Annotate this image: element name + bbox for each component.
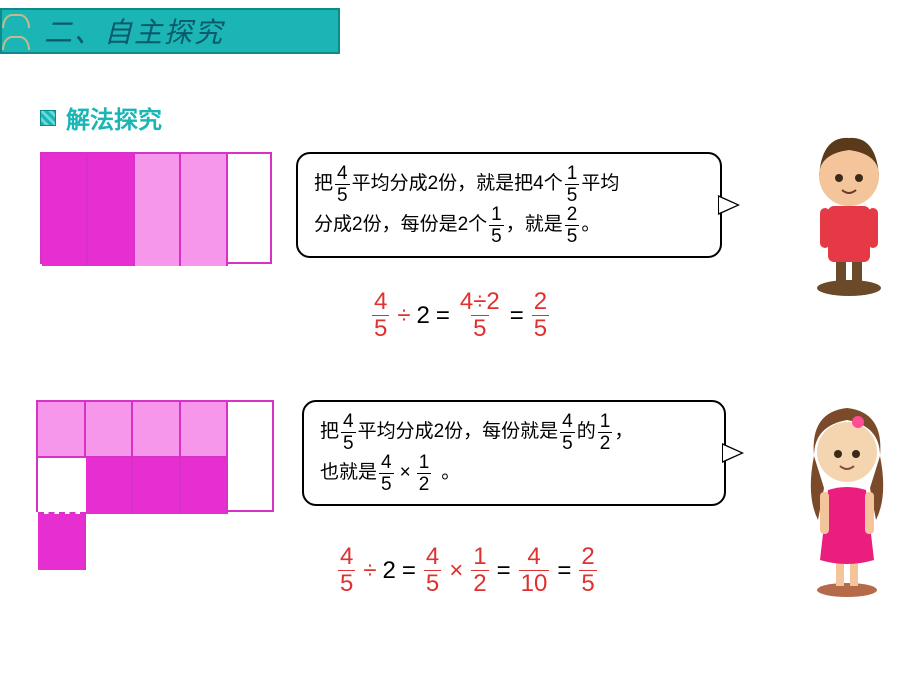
fraction: 45 (424, 545, 441, 596)
bubble1-line2: 分成2份，每份是2个 15 ，就是 25 。 (314, 205, 704, 246)
boy-character (794, 128, 904, 298)
equals: = (497, 557, 511, 585)
equals: = (402, 557, 416, 585)
diagram-cell (181, 458, 229, 514)
header-bar: 二、自主探究 (0, 8, 340, 54)
equals: = (510, 302, 524, 330)
diagram-cell (133, 402, 181, 458)
section-heading: 解法探究 (40, 100, 162, 135)
text: ，就是 (506, 208, 563, 242)
equals: = (557, 557, 571, 585)
fraction: 45 (560, 412, 575, 453)
diagram-cell (86, 402, 134, 458)
text: 平均 (581, 167, 619, 201)
fraction: 12 (598, 412, 613, 453)
diagram-cell (42, 266, 88, 378)
divide-sign: ÷ (397, 302, 410, 330)
text: 分成2份，每份是2个 (314, 208, 487, 242)
text: 平均分成2份，每份就是 (358, 415, 559, 449)
diagram-cell (38, 514, 86, 570)
fraction: 12 (417, 453, 432, 494)
fraction-diagram-2 (36, 400, 274, 512)
text: 也就是 (320, 456, 377, 490)
bubble1-line1: 把 45 平均分成2份，就是把4个 15 平均 (314, 164, 704, 205)
diagram-cell (181, 154, 227, 266)
fraction: 45 (338, 545, 355, 596)
header-title: 二、自主探究 (44, 11, 224, 51)
number: 2 (383, 557, 396, 585)
bubble2-line2: 也就是 45 × 12 。 (320, 453, 708, 494)
fraction: 45 (341, 412, 356, 453)
text: 平均分成2份，就是把4个 (352, 167, 563, 201)
fraction: 25 (532, 290, 549, 341)
fraction-diagram-1 (40, 152, 272, 264)
diagram-cell (88, 154, 134, 266)
fraction: 15 (489, 205, 504, 246)
speech-tail-2 (722, 443, 744, 463)
diagram-cell (86, 514, 134, 570)
bubble2-line1: 把 45 平均分成2份，每份就是 45 的 12 ， (320, 412, 708, 453)
equation-2: 45 ÷ 2 = 45 × 12 = 410 = 25 (336, 545, 599, 596)
fraction: 410 (519, 545, 550, 596)
text: 把 (320, 415, 339, 449)
speech-bubble-1: 把 45 平均分成2份，就是把4个 15 平均 分成2份，每份是2个 15 ，就… (296, 152, 722, 258)
diagram-cell (42, 154, 88, 266)
equation-1: 45 ÷ 2 = 4÷25 = 25 (370, 290, 551, 341)
fraction: 15 (565, 164, 580, 205)
divide-sign: ÷ (363, 557, 376, 585)
fraction: 4÷25 (458, 290, 502, 341)
girl-character (792, 400, 902, 600)
fraction: 45 (335, 164, 350, 205)
text: 。 (581, 208, 600, 242)
diagram-cell (181, 402, 229, 458)
times-sign: × (400, 456, 411, 490)
spiral-deco-1 (2, 14, 30, 28)
speech-tail-1 (718, 195, 740, 215)
fraction: 12 (471, 545, 488, 596)
section-label: 解法探究 (66, 100, 162, 135)
text: ， (614, 415, 633, 449)
diagram-cell (86, 458, 134, 514)
fraction: 25 (579, 545, 596, 596)
diagram-cell (133, 458, 181, 514)
diagram-cell (135, 154, 181, 266)
equals: = (436, 302, 450, 330)
fraction: 45 (379, 453, 394, 494)
diagram-cell (38, 458, 86, 514)
fraction: 25 (565, 205, 580, 246)
text: 把 (314, 167, 333, 201)
spiral-deco-2 (2, 36, 30, 50)
times-sign: × (449, 557, 463, 585)
bullet-icon (40, 110, 56, 126)
text: 的 (577, 415, 596, 449)
diagram-cell (38, 402, 86, 458)
text: 。 (441, 456, 460, 490)
number: 2 (417, 302, 430, 330)
fraction: 45 (372, 290, 389, 341)
speech-bubble-2: 把 45 平均分成2份，每份就是 45 的 12 ， 也就是 45 × 12 。 (302, 400, 726, 506)
